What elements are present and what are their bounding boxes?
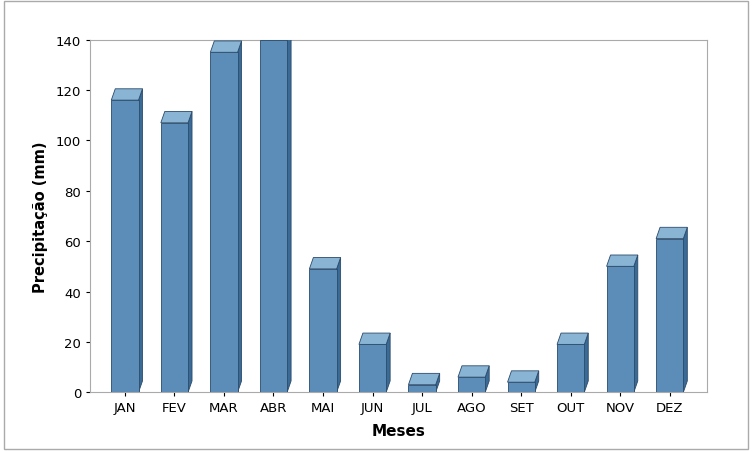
- X-axis label: Meses: Meses: [371, 423, 426, 437]
- Polygon shape: [309, 258, 341, 269]
- Polygon shape: [408, 373, 440, 385]
- Polygon shape: [458, 366, 490, 377]
- Polygon shape: [557, 345, 584, 392]
- Polygon shape: [435, 373, 440, 392]
- Polygon shape: [111, 101, 138, 392]
- Polygon shape: [211, 53, 238, 392]
- Polygon shape: [359, 345, 387, 392]
- Polygon shape: [111, 90, 142, 101]
- Polygon shape: [607, 267, 634, 392]
- Polygon shape: [656, 239, 684, 392]
- Polygon shape: [584, 333, 588, 392]
- Polygon shape: [161, 124, 188, 392]
- Polygon shape: [508, 371, 538, 382]
- Polygon shape: [260, 41, 287, 392]
- Polygon shape: [458, 377, 485, 392]
- Polygon shape: [557, 333, 588, 345]
- Y-axis label: Precipitação (mm): Precipitação (mm): [32, 141, 47, 292]
- Polygon shape: [309, 269, 337, 392]
- Polygon shape: [260, 29, 291, 41]
- Polygon shape: [656, 228, 687, 239]
- Polygon shape: [607, 255, 638, 267]
- Polygon shape: [337, 258, 341, 392]
- Polygon shape: [238, 42, 241, 392]
- Polygon shape: [211, 42, 241, 53]
- Polygon shape: [188, 112, 192, 392]
- Polygon shape: [485, 366, 490, 392]
- Polygon shape: [161, 112, 192, 124]
- Polygon shape: [535, 371, 538, 392]
- Polygon shape: [287, 29, 291, 392]
- Polygon shape: [408, 385, 435, 392]
- Polygon shape: [508, 382, 535, 392]
- Polygon shape: [387, 333, 390, 392]
- Polygon shape: [138, 90, 142, 392]
- Polygon shape: [634, 255, 638, 392]
- Polygon shape: [684, 228, 687, 392]
- Polygon shape: [359, 333, 390, 345]
